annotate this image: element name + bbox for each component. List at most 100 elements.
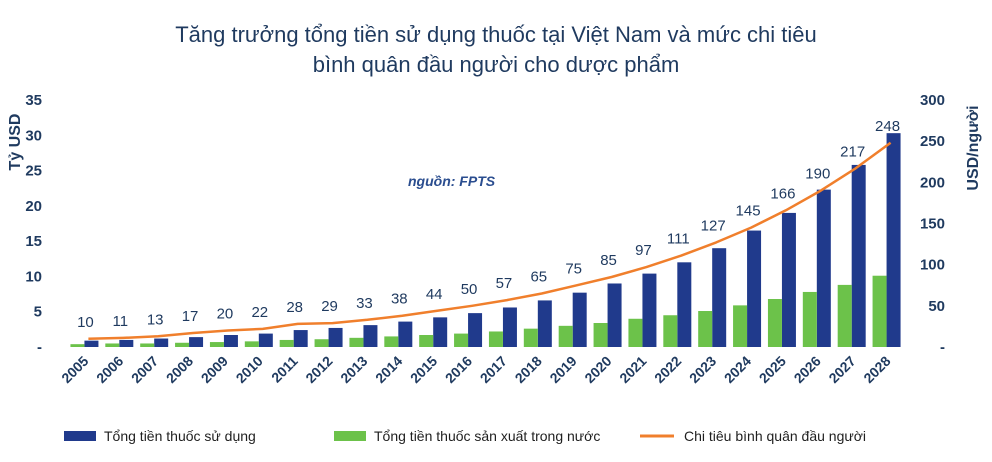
bar-total-2020 [607, 283, 622, 347]
bar-domestic-2010 [244, 341, 259, 347]
bar-total-2017 [502, 307, 517, 347]
bar-total-2008 [189, 337, 204, 347]
bar-total-2010 [258, 333, 273, 347]
data-label-2010: 22 [251, 304, 268, 321]
x-tick-label: 2026 [791, 353, 824, 386]
bar-total-2024 [747, 230, 762, 347]
right-tick-label: - [940, 339, 945, 356]
data-label-2027: 217 [840, 143, 865, 160]
data-label-2011: 28 [286, 299, 303, 316]
bar-total-2026 [816, 189, 831, 347]
source-note: nguồn: FPTS [408, 173, 496, 189]
data-label-2015: 44 [426, 286, 443, 303]
legend-label-domestic: Tổng tiền thuốc sản xuất trong nước [374, 428, 600, 444]
x-tick-label: 2015 [407, 353, 440, 386]
bar-domestic-2021 [628, 318, 643, 347]
chart-title-line2: bình quân đầu người cho dược phẩm [313, 52, 680, 77]
x-tick-label: 2007 [128, 353, 161, 386]
line-per-capita [88, 141, 892, 341]
bar-total-2027 [851, 164, 866, 347]
bar-total-2022 [677, 262, 692, 347]
bar-domestic-2014 [384, 336, 399, 347]
bar-total-2028 [886, 133, 901, 347]
right-axis-label: USD/người [965, 105, 982, 190]
bar-total-2023 [712, 248, 727, 347]
bars-group [70, 133, 901, 347]
bar-total-2007 [154, 338, 169, 347]
bar-domestic-2019 [558, 325, 573, 347]
bar-domestic-2018 [523, 328, 538, 347]
x-tick-label: 2024 [721, 353, 754, 386]
left-tick-label: 20 [25, 198, 42, 215]
bar-domestic-2011 [279, 339, 294, 347]
bar-domestic-2027 [837, 284, 852, 347]
data-label-2019: 75 [565, 260, 582, 277]
x-tick-label: 2010 [233, 353, 266, 386]
x-tick-label: 2017 [477, 353, 510, 386]
bar-domestic-2012 [314, 339, 329, 347]
bar-domestic-2020 [593, 323, 608, 347]
data-label-2022: 111 [667, 231, 690, 248]
x-tick-label: 2006 [93, 353, 126, 386]
x-tick-label: 2014 [372, 353, 405, 386]
bar-total-2006 [119, 339, 134, 347]
x-axis-ticks: 2005 2006 2007 2008 2009 2010 2011 2012 2013 2014… [58, 353, 894, 386]
bar-total-2016 [468, 313, 483, 347]
right-tick-label: 300 [920, 92, 945, 109]
data-label-2009: 20 [217, 306, 234, 323]
data-label-2012: 29 [321, 298, 338, 315]
data-label-2023: 127 [701, 217, 726, 234]
x-tick-label: 2028 [860, 353, 893, 386]
data-label-2025: 166 [770, 185, 795, 202]
data-label-2024: 145 [736, 203, 761, 220]
legend-swatch-domestic [334, 431, 366, 441]
legend-swatch-total [64, 431, 96, 441]
bar-domestic-2024 [733, 305, 748, 347]
x-tick-label: 2018 [512, 353, 545, 386]
right-tick-label: 100 [920, 257, 945, 274]
bar-total-2012 [328, 327, 343, 347]
bar-domestic-2025 [767, 299, 782, 347]
x-tick-label: 2019 [546, 353, 579, 386]
x-tick-label: 2020 [581, 353, 614, 386]
left-tick-label: - [37, 339, 42, 356]
x-tick-label: 2009 [198, 353, 231, 386]
x-tick-label: 2005 [58, 353, 91, 386]
data-label-2028: 248 [875, 118, 900, 135]
bar-domestic-2015 [419, 335, 434, 347]
line-series-group [88, 141, 892, 341]
bar-domestic-2017 [488, 331, 503, 347]
right-tick-label: 200 [920, 174, 945, 191]
bar-total-2011 [293, 330, 308, 347]
left-tick-label: 30 [25, 127, 42, 144]
data-label-2026: 190 [805, 166, 830, 183]
bar-domestic-2007 [140, 343, 155, 347]
bar-domestic-2023 [698, 311, 713, 347]
x-tick-label: 2021 [616, 353, 649, 386]
right-tick-label: 150 [920, 216, 945, 233]
left-tick-label: 5 [34, 304, 42, 321]
x-tick-label: 2027 [825, 353, 858, 386]
data-label-2006: 11 [113, 313, 129, 330]
bar-total-2019 [572, 292, 587, 347]
x-tick-label: 2013 [337, 353, 370, 386]
data-label-2007: 13 [147, 311, 164, 328]
bar-domestic-2016 [454, 333, 469, 347]
bar-total-2018 [537, 300, 552, 347]
x-tick-label: 2022 [651, 353, 684, 386]
x-tick-label: 2008 [163, 353, 196, 386]
data-labels-group: 10 11 13 17 20 22 28 29 33 38 44 50 57 65 75 85 97 111 127… [77, 118, 900, 331]
bar-domestic-2013 [349, 337, 364, 347]
bar-total-2009 [223, 335, 238, 347]
x-tick-label: 2016 [442, 353, 475, 386]
data-label-2008: 17 [182, 308, 199, 325]
bar-total-2005 [84, 340, 99, 347]
bar-total-2013 [363, 325, 378, 347]
bar-domestic-2008 [175, 342, 190, 347]
data-label-2018: 65 [530, 268, 547, 285]
x-tick-label: 2023 [686, 353, 719, 386]
bar-domestic-2009 [209, 342, 224, 347]
data-label-2021: 97 [635, 242, 652, 259]
x-tick-label: 2011 [268, 353, 301, 386]
